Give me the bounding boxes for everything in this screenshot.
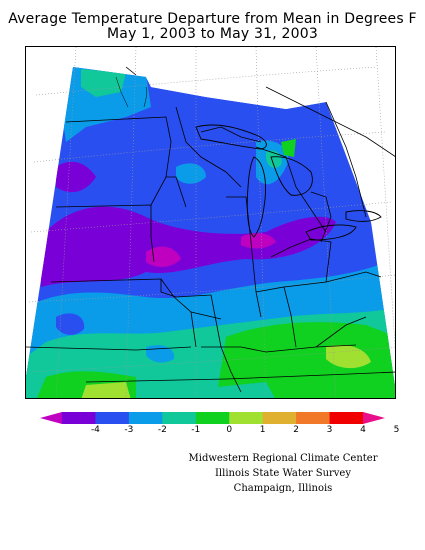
legend-tick-label: 2 <box>293 425 299 435</box>
graticule <box>26 47 395 398</box>
legend-swatch-below-min <box>40 412 62 424</box>
great-lakes <box>195 124 382 241</box>
legend-tick-label: 4 <box>360 425 366 435</box>
temperature-field <box>26 67 395 398</box>
rivers <box>115 76 148 108</box>
credit-location: Champaign, Illinois <box>233 483 333 494</box>
legend-swatch <box>128 412 163 424</box>
legend-tick-label: -4 <box>90 425 100 435</box>
legend-swatch-above-max <box>363 412 385 424</box>
legend-swatch <box>262 412 297 424</box>
legend-swatch <box>195 412 230 424</box>
color-scale-legend <box>40 412 385 424</box>
legend-tick-label: 1 <box>259 425 266 435</box>
temperature-departure-map <box>25 46 396 399</box>
legend-tick-label: -3 <box>124 425 134 435</box>
legend-swatch <box>296 412 331 424</box>
credit-center: Midwestern Regional Climate Center <box>188 453 378 464</box>
legend-tick-label: -2 <box>157 425 167 435</box>
legend-swatch <box>162 412 197 424</box>
legend-tick-label: 0 <box>226 425 233 435</box>
legend-tick-label: 3 <box>326 425 333 435</box>
legend-swatch <box>62 412 96 424</box>
legend-swatch <box>95 412 130 424</box>
map-title-line-2: May 1, 2003 to May 31, 2003 <box>107 26 318 42</box>
legend-tick-label: 5 <box>393 425 400 435</box>
legend-swatch <box>329 412 364 424</box>
legend-tick-label: -1 <box>191 425 201 435</box>
map-title-line-1: Average Temperature Departure from Mean … <box>8 11 417 27</box>
legend-swatch <box>229 412 264 424</box>
state-boundaries <box>26 66 395 393</box>
credit-survey: Illinois State Water Survey <box>214 468 351 479</box>
